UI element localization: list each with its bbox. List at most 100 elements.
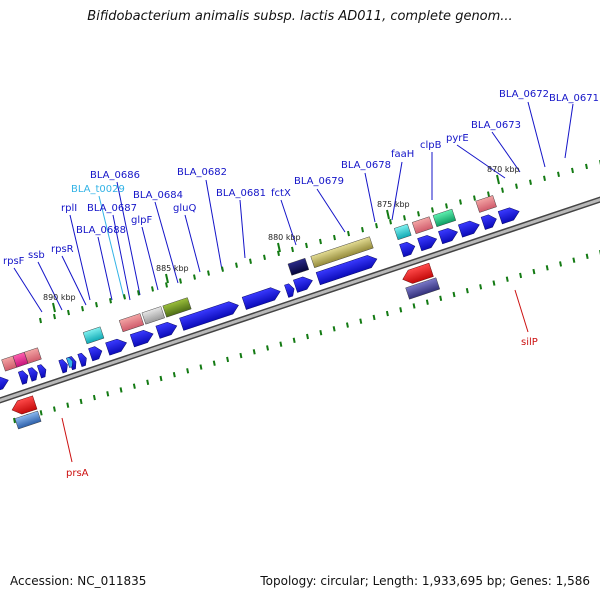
leader-line-21 — [13, 267, 43, 313]
tick-lower-14 — [199, 364, 203, 370]
scale-label-1: 875 kbp — [377, 200, 410, 209]
leader-line-9 — [239, 199, 246, 259]
gene-arrow-2 — [18, 370, 29, 385]
trna-arrow — [66, 356, 73, 368]
tick-upper-33 — [501, 187, 504, 193]
gene-arrow-silP — [402, 262, 434, 284]
gene-arrow-17 — [399, 241, 416, 258]
gene-arrow-12 — [179, 301, 239, 331]
tick-lower-13 — [186, 368, 190, 374]
tick-upper-27 — [417, 211, 420, 217]
leader-line-19 — [61, 255, 87, 306]
tick-upper-9 — [165, 282, 168, 288]
leader-line-2 — [491, 131, 521, 173]
scale-label-4: 890 kbp — [43, 293, 76, 302]
tick-upper-6 — [123, 294, 126, 300]
tick-upper-29 — [445, 203, 448, 209]
tick-lower-20 — [279, 341, 283, 347]
tick-upper-2 — [67, 309, 70, 316]
tick-upper-10 — [179, 278, 182, 284]
scale-tick-0 — [496, 174, 500, 185]
backbone-line — [0, 139, 600, 461]
tick-upper-20 — [319, 238, 322, 245]
leader-line-20 — [37, 261, 63, 311]
leader-line-7 — [316, 188, 346, 233]
tick-lower-35 — [479, 284, 483, 290]
tick-upper-19 — [305, 242, 308, 249]
tick-upper-36 — [543, 175, 546, 181]
leader-line-0 — [527, 101, 546, 168]
gene-label-21: rpsF — [3, 256, 25, 267]
tick-lower-38 — [519, 272, 523, 279]
tick-lower-25 — [345, 322, 349, 328]
tick-upper-16 — [263, 254, 266, 260]
leader-line-lower-0 — [514, 289, 529, 333]
leader-line-18 — [69, 214, 91, 301]
feature-box-7 — [141, 306, 165, 325]
tick-lower-4 — [66, 402, 70, 408]
tick-upper-17 — [277, 250, 280, 257]
gene-label-4: clpB — [420, 140, 442, 151]
tick-upper-12 — [207, 270, 210, 276]
gene-label-14: BLA_0686 — [90, 170, 140, 181]
gene-label-0: BLA_0672 — [499, 89, 549, 100]
gene-arrow-5 — [58, 359, 68, 374]
gene-label-17: BLA_0688 — [76, 225, 126, 236]
tick-lower-33 — [452, 291, 456, 298]
leader-line-13 — [141, 226, 159, 291]
tick-lower-24 — [332, 326, 336, 332]
gene-label-lower-1: prsA — [66, 468, 89, 479]
tick-lower-23 — [319, 329, 323, 336]
tick-lower-16 — [226, 356, 230, 363]
tick-upper-31 — [473, 195, 476, 201]
tick-lower-15 — [212, 360, 216, 366]
tick-lower-22 — [306, 333, 309, 340]
tick-upper-21 — [333, 234, 336, 241]
tick-upper-24 — [375, 223, 378, 229]
tick-upper-14 — [235, 262, 238, 268]
leader-line-15 — [98, 195, 125, 299]
feature-box-13 — [432, 208, 457, 228]
gene-label-3: pyrE — [446, 133, 469, 144]
tick-lower-6 — [92, 394, 96, 401]
scale-label-2: 880 kbp — [268, 233, 301, 242]
feature-box-prsA — [14, 410, 42, 430]
leader-line-8 — [280, 199, 297, 246]
lower-feature-layer — [11, 262, 441, 430]
scale-tick-1 — [386, 209, 390, 220]
tick-lower-7 — [106, 391, 110, 397]
gene-arrow-14 — [284, 283, 295, 298]
tick-upper-39 — [585, 163, 588, 170]
feature-box-8 — [162, 297, 192, 318]
tick-upper-18 — [291, 246, 294, 253]
feature-box-10 — [310, 236, 374, 268]
tick-upper-0 — [39, 317, 42, 324]
leader-line-17 — [97, 236, 113, 301]
gene-label-15: BLA_t0029 — [71, 184, 125, 195]
feature-box-silP — [405, 277, 441, 300]
tick-upper-8 — [151, 286, 154, 292]
tick-lower-31 — [425, 299, 429, 305]
gene-arrow-21 — [480, 214, 497, 230]
gene-arrow-11 — [155, 322, 178, 339]
tick-lower-30 — [412, 303, 416, 309]
gene-arrow-3 — [27, 367, 38, 382]
tick-upper-11 — [193, 274, 196, 280]
tick-upper-38 — [571, 167, 574, 174]
feature-box-6 — [118, 313, 145, 333]
tick-lower-43 — [585, 253, 589, 260]
leader-line-12 — [154, 201, 179, 284]
leader-line-lower-1 — [61, 417, 73, 463]
leader-line-1 — [564, 103, 574, 159]
tick-upper-4 — [95, 302, 98, 308]
tick-upper-26 — [403, 215, 406, 221]
gene-label-19: rpsR — [51, 244, 74, 255]
scale-tick-2 — [277, 242, 281, 253]
tick-lower-19 — [266, 345, 270, 351]
tick-lower-3 — [52, 406, 56, 412]
tick-lower-12 — [172, 371, 176, 378]
leader-line-3 — [456, 144, 506, 179]
tick-lower-9 — [132, 383, 136, 389]
gene-label-6: BLA_0678 — [341, 160, 391, 171]
